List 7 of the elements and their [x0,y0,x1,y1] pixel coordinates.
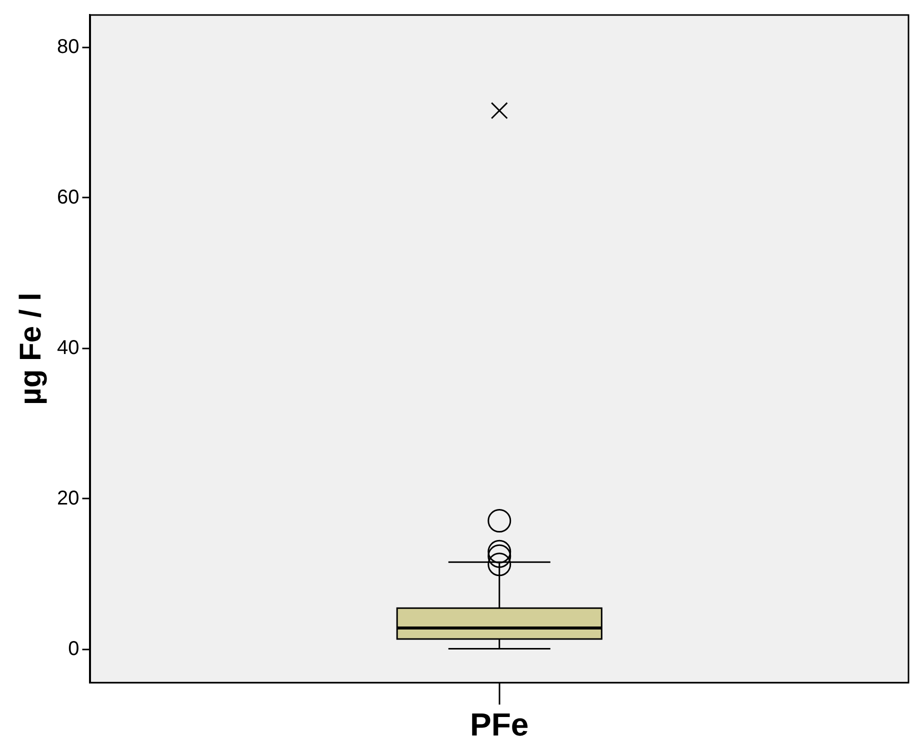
x-tick-label: PFe [470,706,529,743]
y-axis-title: µg Fe / l [14,292,48,405]
y-tick-label: 80 [56,36,80,58]
y-tick-label: 0 [68,638,80,660]
y-tick-label: 60 [56,186,80,208]
y-tick-label: 40 [56,336,80,359]
y-tick-label: 20 [56,487,80,510]
